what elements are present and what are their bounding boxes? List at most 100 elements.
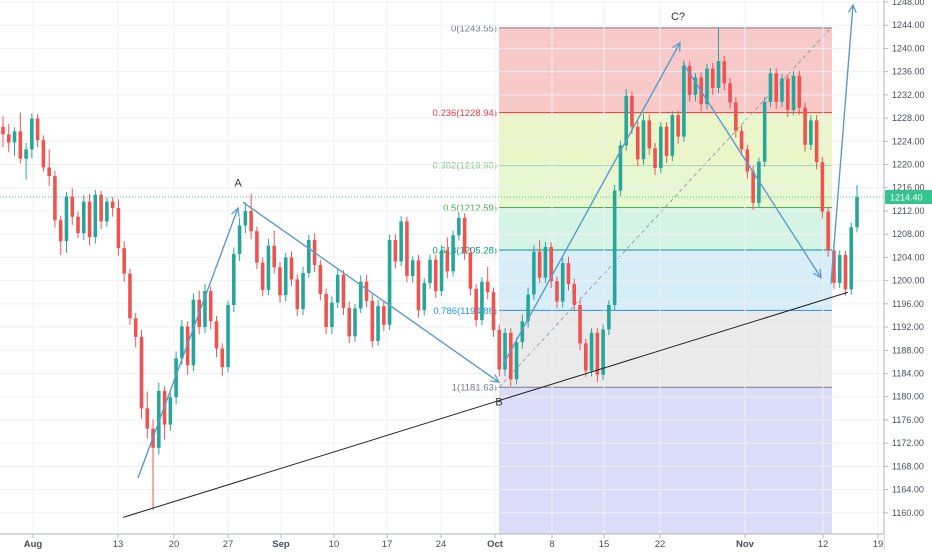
price-tick-label: 1192.00 bbox=[892, 322, 924, 332]
candle bbox=[751, 166, 755, 210]
candle bbox=[589, 328, 594, 377]
candle-body bbox=[283, 257, 288, 296]
wave-label: B bbox=[495, 396, 502, 408]
candle bbox=[480, 277, 484, 326]
candle-body bbox=[497, 329, 502, 370]
candle-body bbox=[232, 253, 236, 305]
candle-body bbox=[820, 162, 825, 212]
price-tick-label: 1196.00 bbox=[892, 299, 924, 309]
candle bbox=[584, 338, 588, 377]
candle-body bbox=[318, 264, 323, 294]
candle-body bbox=[532, 251, 536, 295]
candle bbox=[278, 262, 282, 303]
candle-body bbox=[376, 306, 380, 341]
candle bbox=[774, 68, 779, 109]
candle-body bbox=[382, 306, 386, 325]
candle-body bbox=[716, 61, 721, 88]
candle bbox=[289, 251, 294, 286]
time-tick-label: Oct bbox=[487, 539, 504, 550]
candle bbox=[491, 287, 496, 337]
price-tick-label: 1224.00 bbox=[892, 136, 925, 146]
candle bbox=[670, 111, 675, 162]
candle-body bbox=[635, 126, 640, 160]
candle-body bbox=[81, 201, 86, 234]
candle-body bbox=[1, 126, 5, 135]
time-tick-label: Sep bbox=[272, 539, 290, 550]
candle-body bbox=[745, 149, 750, 172]
price-tick-label: 1228.00 bbox=[892, 113, 925, 123]
candle bbox=[849, 222, 854, 295]
candle bbox=[578, 299, 582, 351]
candle-body bbox=[191, 299, 196, 366]
candle-body bbox=[549, 246, 553, 282]
time-axis: Aug 13 20 27 Sep 10 17 24 Oct 8 15 22 Nov 12 19 bbox=[0, 533, 884, 550]
candle bbox=[318, 259, 323, 301]
candle-body bbox=[514, 342, 519, 380]
candle-body bbox=[462, 217, 467, 253]
candle bbox=[249, 193, 253, 240]
candle-body bbox=[93, 194, 98, 238]
candle-body bbox=[249, 210, 253, 232]
candle bbox=[214, 316, 219, 358]
candle bbox=[722, 55, 727, 91]
candle bbox=[145, 391, 150, 439]
candle-body bbox=[676, 115, 680, 137]
candle-body bbox=[278, 267, 282, 296]
candle-body bbox=[226, 304, 230, 368]
candle bbox=[376, 299, 380, 346]
candle bbox=[635, 121, 640, 167]
candle-body bbox=[474, 288, 478, 321]
candles bbox=[1, 28, 859, 510]
candle-body bbox=[485, 281, 490, 293]
wave-arrows bbox=[137, 5, 853, 479]
wave-arrow bbox=[242, 201, 499, 382]
candle bbox=[682, 60, 686, 142]
candle-body bbox=[70, 196, 75, 217]
candle-body bbox=[358, 281, 363, 309]
candle-body bbox=[30, 118, 34, 150]
candle-body bbox=[664, 126, 669, 156]
candle bbox=[705, 64, 709, 110]
time-tick-label: 22 bbox=[655, 539, 666, 550]
candle-body bbox=[653, 148, 657, 169]
candle bbox=[6, 123, 11, 153]
candle bbox=[99, 190, 103, 229]
candle-body bbox=[24, 149, 28, 159]
price-tick-label: 1200.00 bbox=[892, 276, 925, 286]
time-tick-label: 20 bbox=[169, 539, 180, 550]
candle-body bbox=[289, 257, 294, 280]
candle bbox=[341, 270, 346, 315]
candle-body bbox=[480, 281, 484, 321]
candle bbox=[12, 127, 17, 156]
candle-body bbox=[762, 101, 767, 162]
candle bbox=[710, 62, 715, 95]
candle-body bbox=[780, 78, 784, 102]
candle-body bbox=[826, 211, 830, 251]
price-tick-label: 1184.00 bbox=[892, 368, 924, 378]
candle-body bbox=[785, 78, 790, 110]
fib-zone bbox=[499, 165, 832, 208]
candle bbox=[468, 247, 473, 296]
candle-body bbox=[174, 358, 178, 398]
candle bbox=[855, 184, 859, 233]
candle bbox=[30, 113, 34, 159]
time-tick-label: 13 bbox=[113, 539, 124, 550]
candle-body bbox=[180, 326, 184, 359]
candle-body bbox=[243, 210, 248, 226]
candle bbox=[416, 255, 421, 318]
candle bbox=[220, 343, 225, 376]
candle-body bbox=[145, 408, 150, 429]
candle bbox=[139, 329, 144, 419]
candle-body bbox=[526, 294, 530, 322]
candle bbox=[243, 202, 248, 234]
candle-body bbox=[266, 245, 271, 290]
candle-body bbox=[370, 300, 375, 341]
candle-body bbox=[128, 273, 132, 319]
candle-body bbox=[722, 61, 727, 84]
candle bbox=[820, 156, 825, 219]
candle bbox=[780, 73, 784, 108]
candle-body bbox=[537, 251, 542, 278]
candle-body bbox=[110, 201, 115, 209]
candle bbox=[272, 230, 276, 274]
candle-body bbox=[630, 96, 634, 127]
